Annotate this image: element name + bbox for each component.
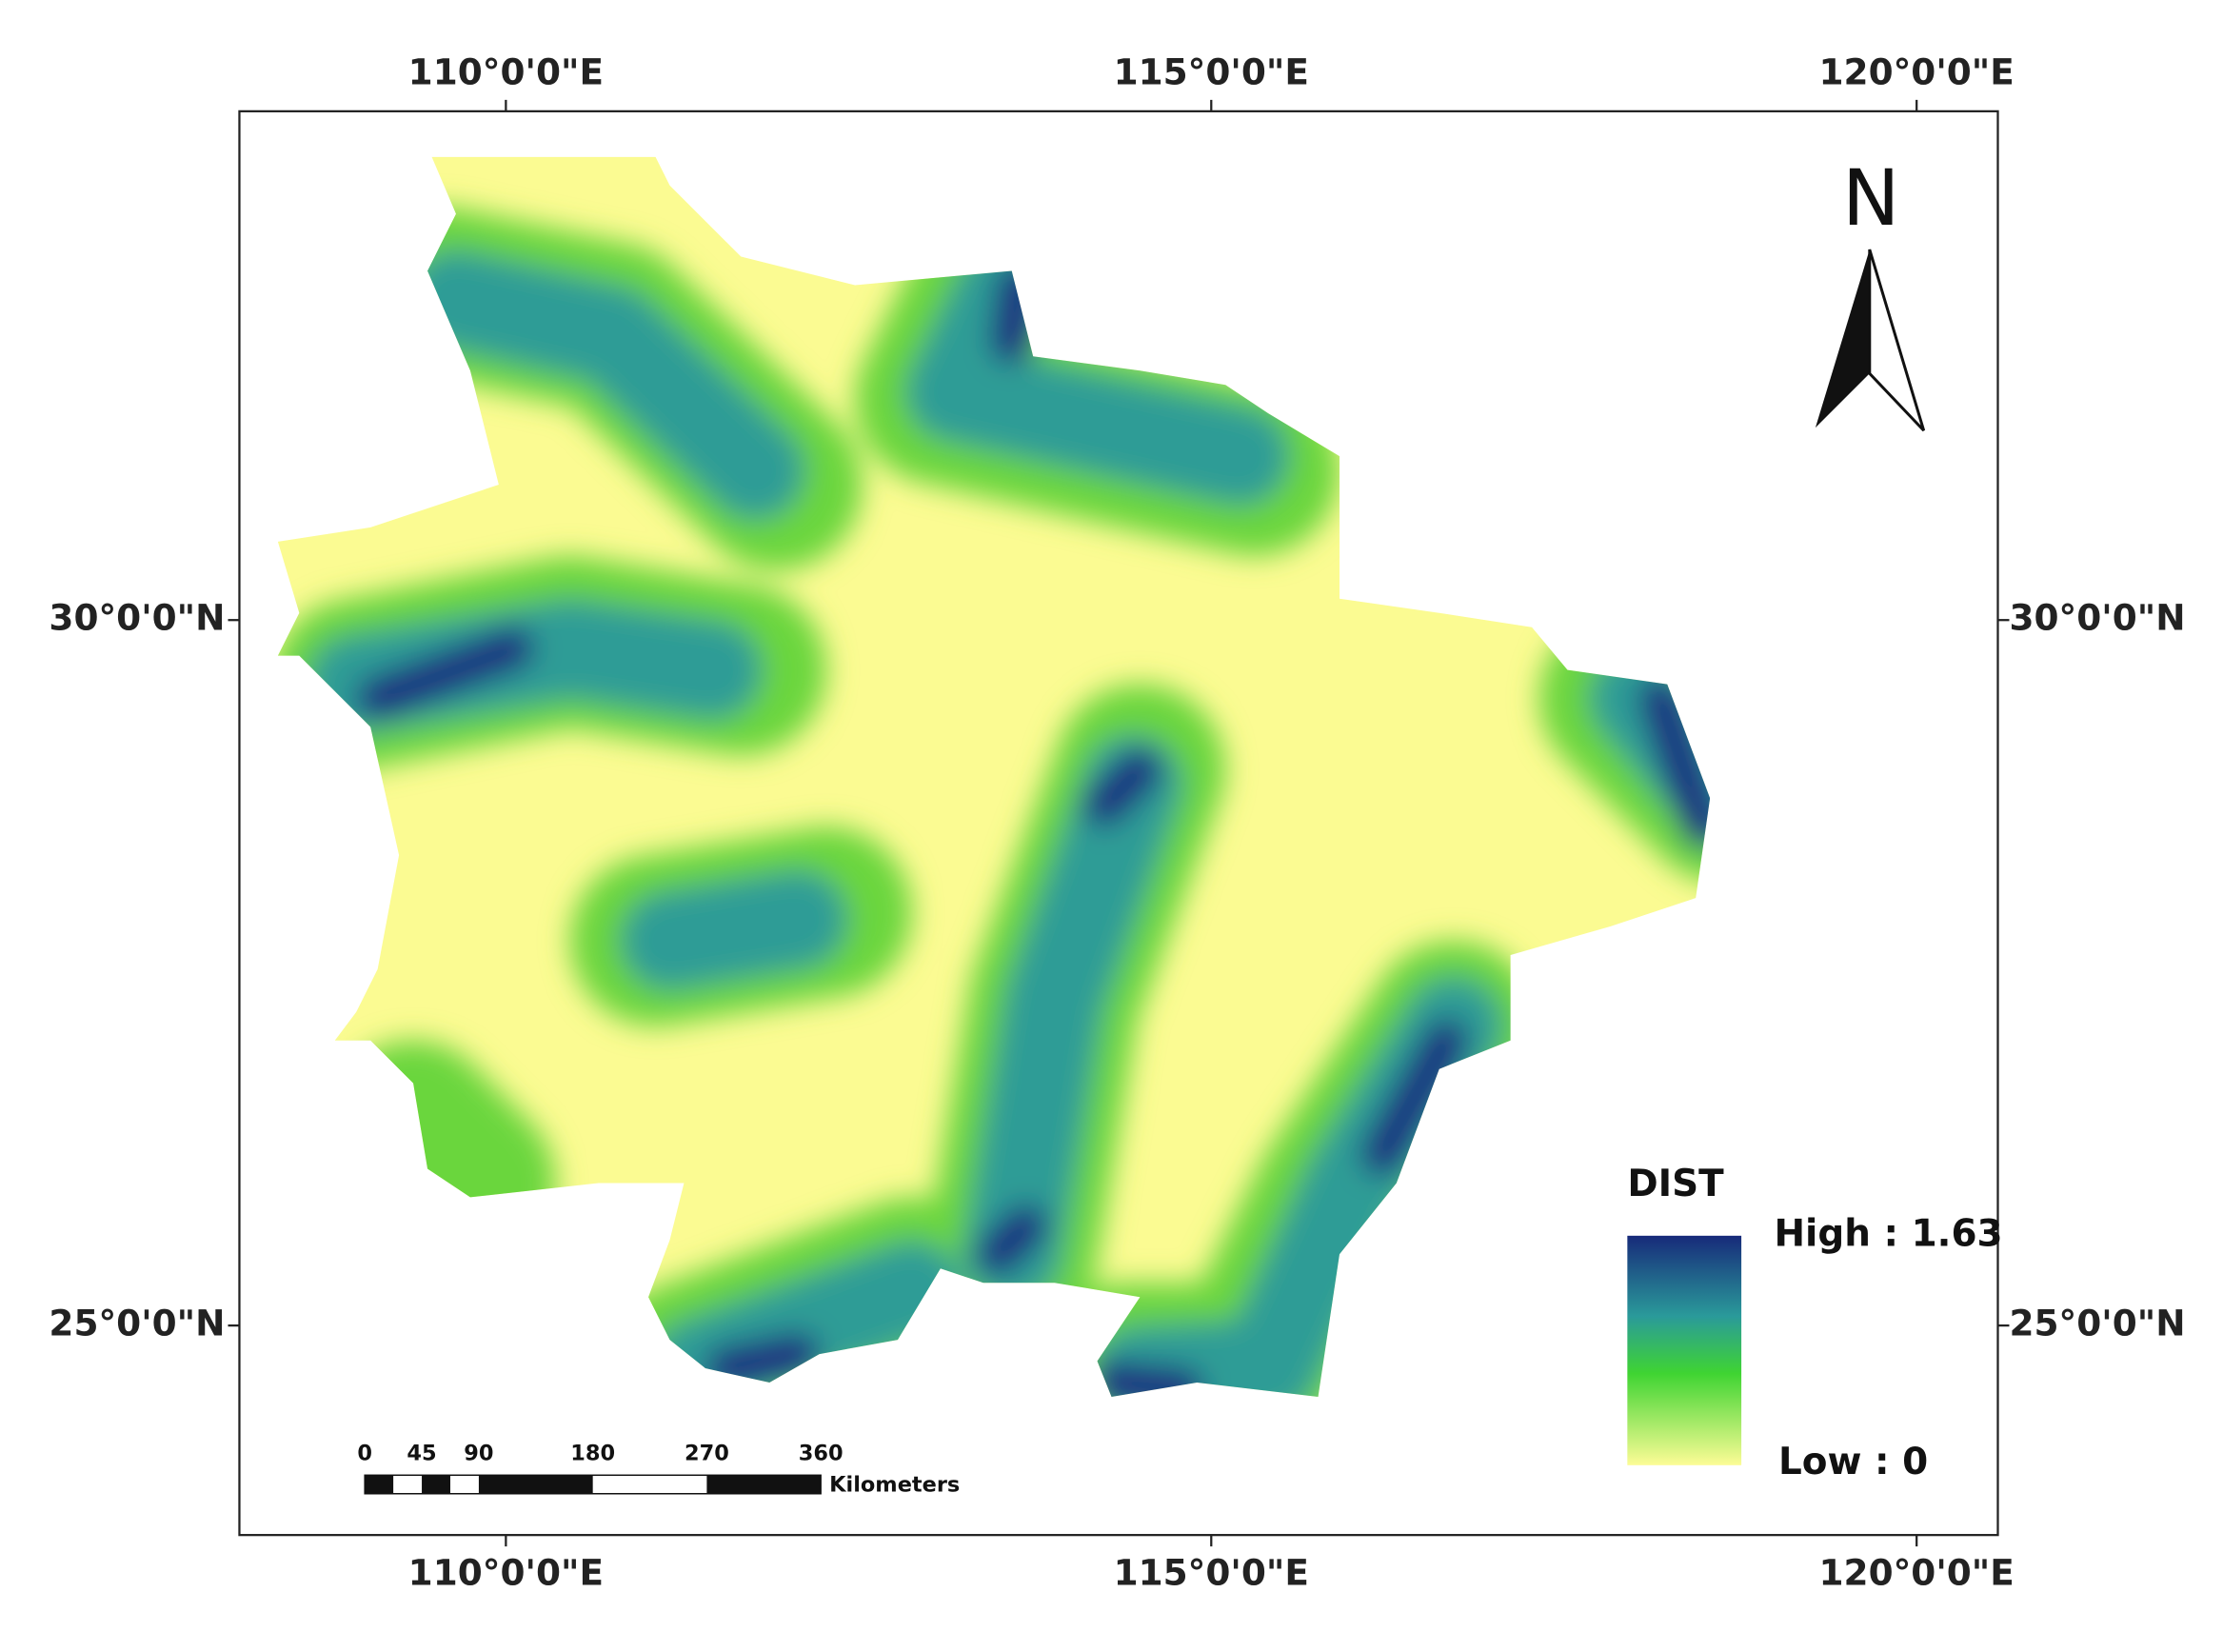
scale-bar: Kilometers 0 45 90 180 270 360 [357,1441,960,1497]
lat-label-left: 30°0'0"N [49,597,225,639]
scale-tick-label: 360 [799,1441,844,1465]
lon-label-bottom: 120°0'0"E [1819,1552,2015,1594]
lon-label-top: 120°0'0"E [1819,50,2015,92]
legend-title: DIST [1627,1163,1724,1205]
legend-high: High : 1.63 [1775,1212,2003,1255]
lon-label-bottom: 110°0'0"E [408,1552,604,1594]
scale-tick-label: 270 [685,1441,729,1465]
lat-label-right: 25°0'0"N [2009,1303,2185,1344]
lat-label-left: 25°0'0"N [49,1303,225,1344]
lon-label-bottom: 115°0'0"E [1114,1552,1309,1594]
north-label: N [1842,154,1899,244]
scale-tick-label: 0 [357,1441,372,1465]
scale-tick-label: 45 [407,1441,436,1465]
scale-tick-label: 90 [464,1441,493,1465]
north-arrow: N [1815,154,1926,432]
legend: DIST High : 1.63 Low : 0 [1627,1163,2003,1483]
lon-label-top: 110°0'0"E [408,50,604,92]
lat-label-right: 30°0'0"N [2009,597,2185,639]
legend-low: Low : 0 [1778,1441,1928,1483]
lon-label-top: 115°0'0"E [1114,50,1309,92]
scale-unit: Kilometers [829,1472,960,1497]
scale-tick-label: 180 [570,1441,615,1465]
